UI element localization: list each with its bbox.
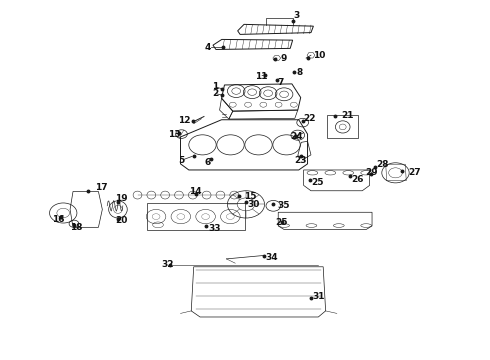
Text: 26: 26 xyxy=(351,175,364,184)
Text: 20: 20 xyxy=(115,216,127,225)
Text: 14: 14 xyxy=(189,187,201,196)
Text: 22: 22 xyxy=(304,114,316,123)
Text: 12: 12 xyxy=(178,116,191,125)
Text: 27: 27 xyxy=(408,168,421,177)
Text: 24: 24 xyxy=(290,132,303,141)
Text: 23: 23 xyxy=(294,156,306,165)
Text: 25: 25 xyxy=(311,178,323,187)
Text: 21: 21 xyxy=(342,111,354,120)
Text: 13: 13 xyxy=(168,130,181,139)
Text: 35: 35 xyxy=(277,201,290,210)
Text: 8: 8 xyxy=(296,68,302,77)
Text: 4: 4 xyxy=(205,43,211,52)
Text: 6: 6 xyxy=(205,158,211,167)
Text: 33: 33 xyxy=(208,224,221,233)
Text: 29: 29 xyxy=(365,168,378,177)
Text: 32: 32 xyxy=(161,260,173,269)
Text: 10: 10 xyxy=(314,51,326,60)
Text: 30: 30 xyxy=(247,200,259,209)
Text: 28: 28 xyxy=(376,160,389,169)
Text: 31: 31 xyxy=(313,292,325,301)
Text: 3: 3 xyxy=(294,11,300,20)
Text: 18: 18 xyxy=(70,223,83,232)
Text: 19: 19 xyxy=(116,194,128,203)
Text: 16: 16 xyxy=(52,215,65,224)
Text: 34: 34 xyxy=(266,253,278,262)
Text: 25: 25 xyxy=(275,218,288,227)
Text: 2: 2 xyxy=(212,89,218,98)
Text: 5: 5 xyxy=(178,156,184,165)
Text: 15: 15 xyxy=(244,192,256,201)
Text: 17: 17 xyxy=(96,183,108,192)
Text: 9: 9 xyxy=(281,54,287,63)
Text: 1: 1 xyxy=(212,82,218,91)
Text: 7: 7 xyxy=(278,78,284,87)
Text: 11: 11 xyxy=(255,72,267,81)
